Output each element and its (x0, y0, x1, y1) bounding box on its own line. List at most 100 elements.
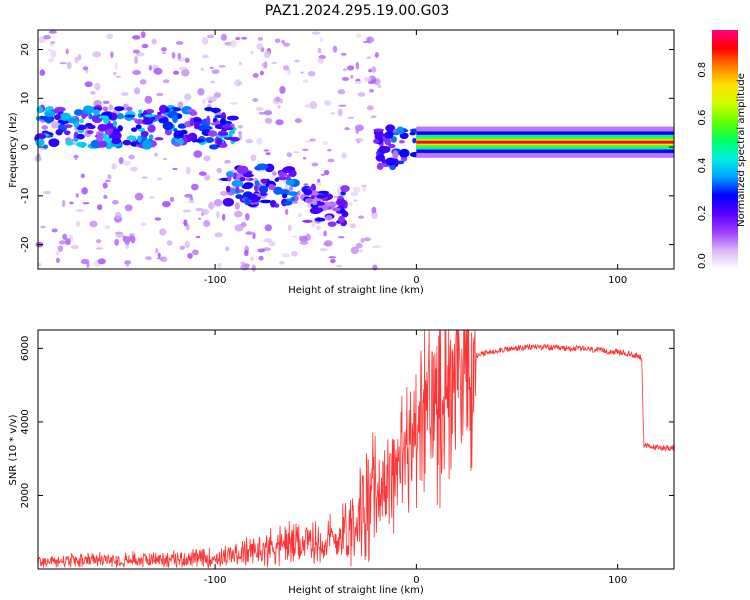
spectrogram-speckle (216, 210, 220, 219)
figure-title: PAZ1.2024.295.19.00.G03 (265, 3, 450, 19)
spectrogram-speckle (187, 200, 196, 204)
spectrogram-speckle (354, 137, 364, 143)
spectrogram-speckle (361, 184, 367, 187)
spectrogram-x-ticks: -100 0 100 (204, 30, 627, 286)
spectrogram-speckle (124, 238, 130, 246)
spectrogram-speckle (175, 41, 184, 45)
spectrogram-y-ticks: -20 -10 0 10 20 (20, 43, 674, 253)
spectrogram-speckle (369, 88, 375, 93)
spectrogram-speckle (366, 105, 374, 111)
spectrogram-speckle (250, 256, 254, 262)
spectrogram-speckle (40, 225, 46, 229)
spectrogram-speckle (258, 255, 264, 261)
spectrogram-speckle (159, 228, 167, 236)
spectrogram-speckle (112, 199, 119, 205)
snr-y-label: SNR (10 * v/v) (8, 414, 19, 485)
spectrogram-speckle (293, 151, 300, 154)
spectrogram-blob (285, 179, 295, 186)
spectrogram-speckle (203, 219, 211, 228)
spectrogram-speckle (337, 89, 346, 95)
spectrogram-speckle (125, 245, 130, 249)
spectrogram-speckle (81, 187, 88, 195)
spectrogram-speckle (320, 173, 325, 176)
spectrogram-speckle (358, 215, 365, 219)
spectrogram-blob (80, 142, 86, 149)
spectrogram-speckle (103, 194, 108, 200)
spectrogram-ytick-label: 0 (20, 144, 31, 150)
spectrogram-speckle (349, 202, 353, 206)
spectrogram-blob (390, 136, 397, 143)
spectrogram-speckle (252, 232, 256, 240)
spectrogram-speckle (184, 93, 192, 101)
spectrogram-speckle (43, 35, 51, 40)
spectrogram-speckle (219, 191, 228, 196)
spectrogram-speckle (335, 264, 343, 268)
spectrogram-speckle (319, 248, 328, 252)
spectrogram-speckle (323, 240, 333, 247)
spectrogram-blob (221, 124, 232, 129)
spectrogram-speckle (303, 183, 309, 186)
spectrogram-speckle (178, 66, 188, 70)
spectrogram-speckle (371, 66, 377, 73)
spectrogram-blob (141, 139, 152, 149)
spectrogram-speckle (106, 33, 114, 40)
spectrogram-speckle (154, 217, 162, 221)
spectrogram-speckle (66, 61, 72, 70)
spectrogram-blob (54, 106, 66, 112)
spectrogram-blob (236, 165, 249, 174)
spectrogram-speckle (285, 208, 289, 216)
spectrogram-speckle (190, 183, 199, 191)
spectrogram-speckle (148, 64, 153, 71)
spectrogram-speckle (94, 82, 101, 91)
spectrogram-speckle (299, 235, 303, 242)
spectrogram-blob (314, 217, 326, 222)
spectrogram-speckle (118, 157, 124, 165)
spectrogram-speckle (184, 240, 190, 249)
spectrogram-speckle (114, 61, 118, 70)
spectrogram-speckle (221, 213, 226, 221)
spectrogram-speckle (342, 68, 347, 72)
spectrogram-ytick-label: -10 (20, 188, 31, 204)
spectrogram-speckle (184, 57, 190, 63)
spectrogram-speckle (349, 223, 356, 229)
spectrogram-speckle (311, 162, 319, 167)
spectrogram-speckle (241, 36, 248, 40)
spectrogram-strong-band (416, 140, 674, 144)
spectrogram-speckle (49, 30, 57, 34)
spectrogram-speckle (82, 66, 89, 71)
spectrogram-blob (81, 111, 87, 120)
spectrogram-speckle (134, 56, 139, 65)
spectrogram-speckle (256, 43, 264, 50)
spectrogram-blob (235, 186, 240, 194)
spectrogram-blob (86, 130, 94, 135)
spectrogram-speckle (211, 69, 220, 74)
spectrogram-blob (274, 177, 280, 182)
spectrogram-speckle (372, 245, 381, 249)
spectrogram-speckle (368, 68, 372, 73)
spectrogram-speckle (202, 98, 206, 105)
spectrogram-speckle (264, 117, 273, 124)
colorbar-tick-label: 0.4 (697, 157, 708, 173)
spectrogram-speckle (264, 50, 271, 59)
spectrogram-speckle (225, 246, 230, 252)
colorbar-ticks: 0.0 0.2 0.4 0.6 0.8 (697, 62, 708, 269)
spectrogram-speckle (307, 70, 316, 77)
spectrogram-speckle (265, 152, 271, 155)
spectrogram-speckle (132, 69, 141, 76)
spectrogram-speckle (51, 121, 60, 129)
spectrogram-speckle (102, 100, 110, 105)
spectrogram-blob (340, 208, 346, 213)
spectrogram-speckle (198, 217, 202, 220)
spectrogram-speckle (50, 50, 57, 58)
spectrogram-speckle (220, 33, 227, 41)
spectrogram-speckle (75, 221, 81, 227)
spectrogram-speckle (206, 34, 215, 39)
snr-ytick-label: 4000 (20, 409, 31, 434)
spectrogram-blob (375, 153, 385, 162)
spectrogram-blob (93, 109, 100, 116)
spectrogram-blob (290, 196, 296, 202)
spectrogram-speckle (250, 50, 254, 55)
spectrogram-speckle (330, 258, 336, 264)
spectrogram-speckle (208, 201, 215, 210)
spectrogram-blob (242, 173, 255, 178)
